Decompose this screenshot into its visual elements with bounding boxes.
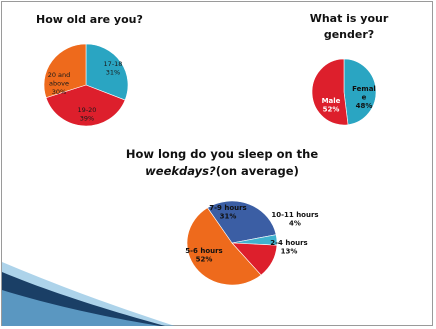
pie-slice-male: [311, 58, 349, 126]
pie-label-10-11-hours: 10-11 hours 4%: [271, 211, 318, 228]
age-chart-title: How old are you?: [36, 13, 143, 26]
pie-slice-5-6-hours: [186, 207, 262, 286]
pie-slice-7-9-hours: [207, 200, 277, 244]
age-pie-chart: 17-18 31% 19-20 39% 20 and above 30%: [43, 43, 129, 127]
sleep-title-emphasis: weekdays?: [145, 164, 216, 178]
sleep-title-line1: How long do you sleep on the: [125, 147, 319, 161]
gender-pie-chart: Femal e 48% Male 52%: [311, 58, 377, 126]
pie-slice-17-18: [85, 43, 129, 101]
pie-label-2-4-hours: 2-4 hours 13%: [270, 239, 307, 256]
pie-label-7-9-hours: 7-9 hours 31%: [209, 204, 246, 221]
pie-label-20-and-above: 20 and above 30%: [48, 71, 71, 96]
pie-slice-20-and-above: [43, 43, 87, 99]
pie-label-female: Femal e 48%: [352, 85, 376, 110]
gender-chart-title: What is your gender?: [309, 12, 389, 41]
sleep-pie-chart: 7-9 hours 31% 10-11 hours 4% 2-4 hours 13% 5-6…: [185, 200, 319, 286]
slide-frame: [1, 1, 433, 326]
sleep-title-suffix: (on average): [215, 164, 299, 178]
pie-slice-female: [343, 58, 377, 126]
pie-slice-19-20: [45, 84, 126, 127]
pie-label-17-18: 17-18 31%: [104, 60, 123, 77]
pie-label-5-6-hours: 5-6 hours 52%: [185, 247, 222, 264]
wave-highlight-band: [2, 290, 160, 326]
pie-label-19-20: 19-20 39%: [78, 106, 97, 123]
slide-wave-decoration: [2, 262, 175, 326]
pie-label-male: Male 52%: [322, 97, 341, 114]
sleep-chart-title: How long do you sleep on the weekdays?(on…: [122, 146, 322, 180]
